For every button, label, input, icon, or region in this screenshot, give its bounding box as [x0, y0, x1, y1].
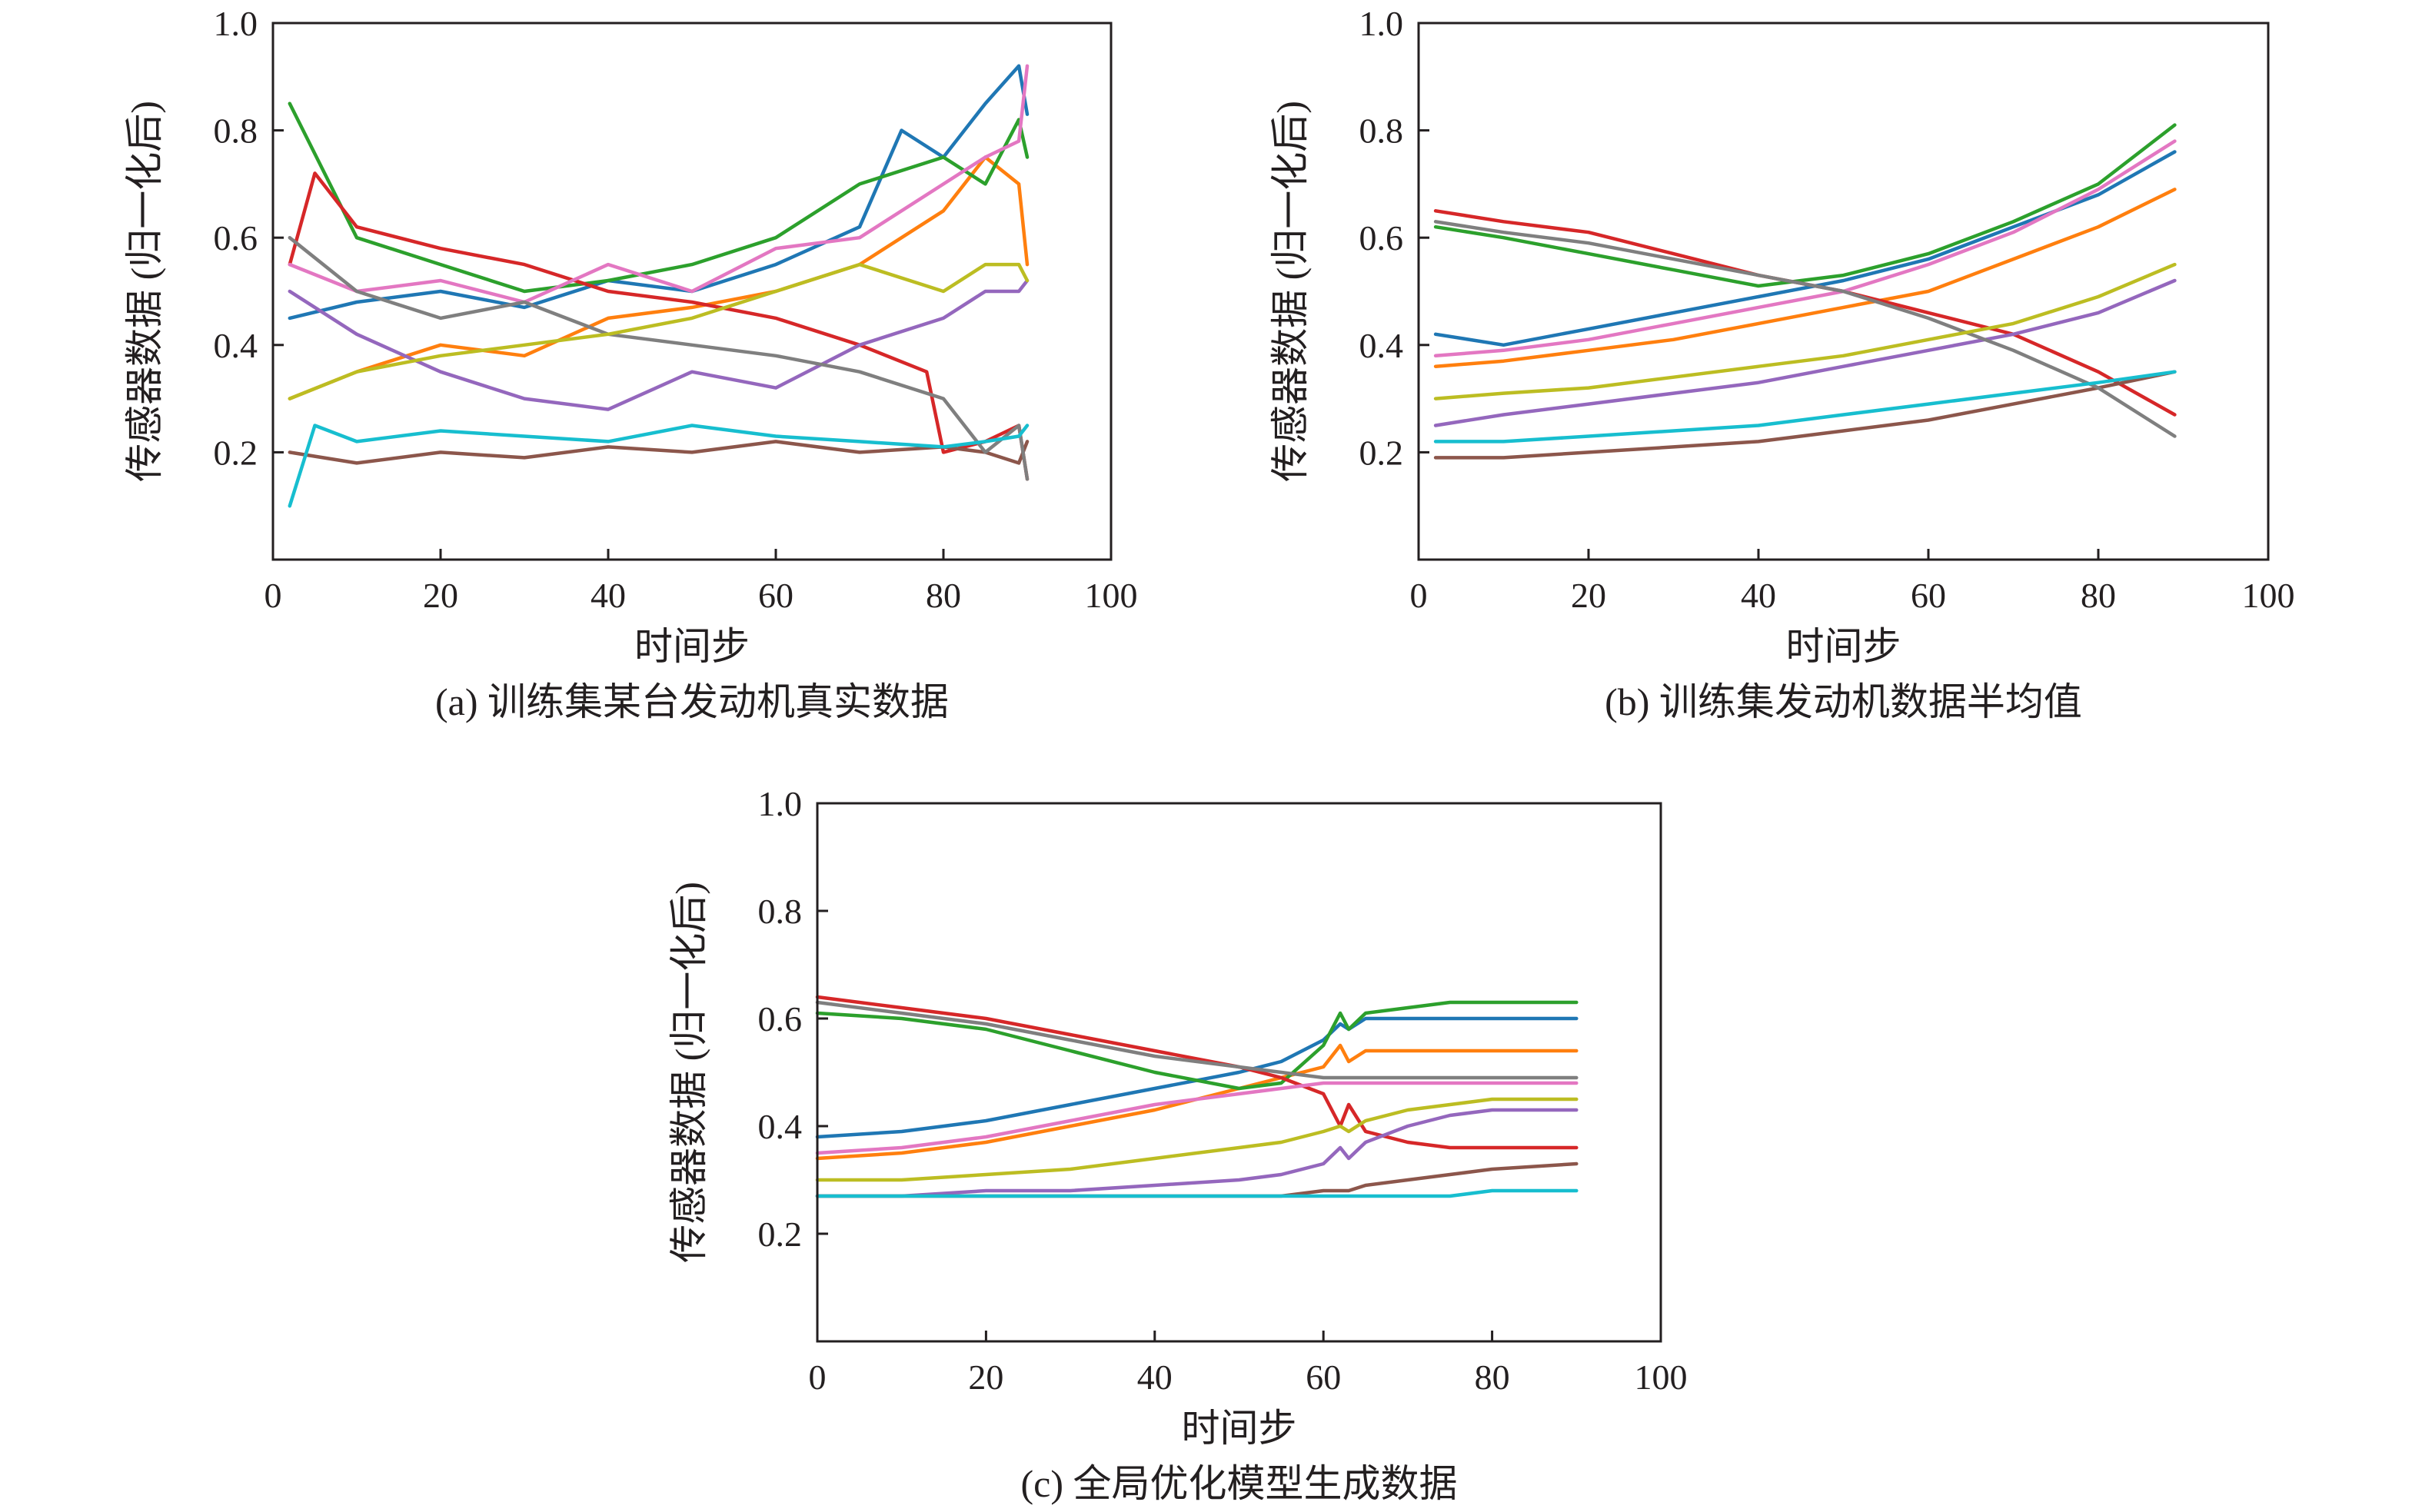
series-line-7: [815, 1081, 1579, 1155]
series-line-1: [815, 1016, 1579, 1139]
series-line-2: [815, 1043, 1579, 1161]
subplot-caption: (c) 全局优化模型生成数据: [1021, 1462, 1458, 1505]
y-tick-label: 0.2: [758, 1215, 803, 1254]
series-line-5: [815, 1108, 1579, 1198]
x-axis-label: 时间步: [634, 625, 750, 668]
y-axis-label: 传感器数据 (归一化后): [123, 101, 166, 482]
subplot-a: 0 20 40 60 80 100 0.2 0.4 0.6 0.8 1.0 时间步 传感器数据 (归一化…: [123, 4, 1138, 723]
subplot-b: 0 20 40 60 80 100 0.2 0.4 0.6 0.8 1.0 时间步 传感器数据 (归一化…: [1269, 4, 2295, 723]
y-tick-label: 0.8: [1359, 111, 1404, 151]
series-line-9: [288, 262, 1030, 400]
y-tick-label: 1.0: [214, 4, 258, 43]
y-tick-label: 1.0: [758, 784, 803, 823]
subplot-caption: (a) 训练集某台发动机真实数据: [435, 680, 949, 723]
x-tick-label: 40: [1137, 1357, 1173, 1397]
series-line-9: [1433, 262, 2177, 400]
x-tick-label: 20: [968, 1357, 1003, 1397]
y-tick-label: 0.8: [214, 111, 258, 151]
y-tick-label: 1.0: [1359, 4, 1404, 43]
series-line-7: [288, 64, 1030, 304]
series-line-6: [815, 1161, 1579, 1198]
series-line-2: [1433, 188, 2177, 368]
x-tick-label: 100: [1635, 1357, 1688, 1397]
x-tick-label: 80: [926, 576, 961, 615]
series-line-6: [1433, 370, 2177, 460]
y-tick-label: 0.6: [1359, 218, 1404, 258]
x-tick-label: 0: [1410, 576, 1428, 615]
series-line-8: [815, 1000, 1579, 1080]
y-tick-label: 0.6: [214, 218, 258, 258]
y-tick-label: 0.2: [1359, 433, 1404, 472]
x-axis-label: 时间步: [1786, 625, 1901, 668]
x-tick-label: 80: [2081, 576, 2116, 615]
x-tick-label: 40: [591, 576, 626, 615]
series-line-6: [288, 440, 1030, 465]
series-line-8: [1433, 220, 2177, 438]
series-line-10: [1433, 370, 2177, 444]
series-line-10: [815, 1188, 1579, 1198]
y-tick-label: 0.6: [758, 999, 803, 1038]
x-tick-label: 60: [758, 576, 793, 615]
axes-frame: [1417, 22, 2270, 561]
series-line-7: [1433, 139, 2177, 358]
subplot-c: 0 20 40 60 80 100 0.2 0.4 0.6 0.8 1.0 时间步 传感器数据 (归一化…: [667, 784, 1688, 1505]
x-tick-label: 60: [1306, 1357, 1341, 1397]
x-tick-label: 80: [1475, 1357, 1510, 1397]
x-tick-label: 0: [264, 576, 282, 615]
y-axis-label: 传感器数据 (归一化后): [1269, 101, 1312, 482]
y-tick-label: 0.4: [1359, 326, 1404, 365]
series-line-3: [815, 1000, 1579, 1091]
x-tick-label: 0: [809, 1357, 827, 1397]
series-line-4: [815, 995, 1579, 1150]
x-tick-label: 100: [1085, 576, 1138, 615]
series-line-3: [1433, 123, 2177, 288]
axes-frame: [816, 802, 1662, 1343]
series-line-9: [815, 1097, 1579, 1182]
series-line-5: [1433, 278, 2177, 427]
series-line-8: [288, 235, 1030, 481]
x-tick-label: 20: [1571, 576, 1606, 615]
series-line-3: [288, 101, 1030, 294]
y-tick-label: 0.4: [758, 1107, 803, 1146]
subplot-caption: (b) 训练集发动机数据半均值: [1605, 680, 2082, 723]
y-tick-label: 0.2: [214, 433, 258, 472]
series-line-1: [288, 64, 1030, 321]
x-tick-label: 60: [1911, 576, 1946, 615]
series-line-5: [288, 278, 1030, 411]
series-line-2: [288, 155, 1030, 400]
axes-frame: [271, 22, 1113, 561]
x-tick-label: 20: [423, 576, 458, 615]
y-axis-label: 传感器数据 (归一化后): [667, 882, 710, 1263]
series-line-10: [288, 424, 1030, 508]
x-tick-label: 40: [1741, 576, 1776, 615]
y-tick-label: 0.4: [214, 326, 258, 365]
y-tick-label: 0.8: [758, 892, 803, 931]
x-axis-label: 时间步: [1182, 1407, 1297, 1450]
x-tick-label: 100: [2242, 576, 2295, 615]
